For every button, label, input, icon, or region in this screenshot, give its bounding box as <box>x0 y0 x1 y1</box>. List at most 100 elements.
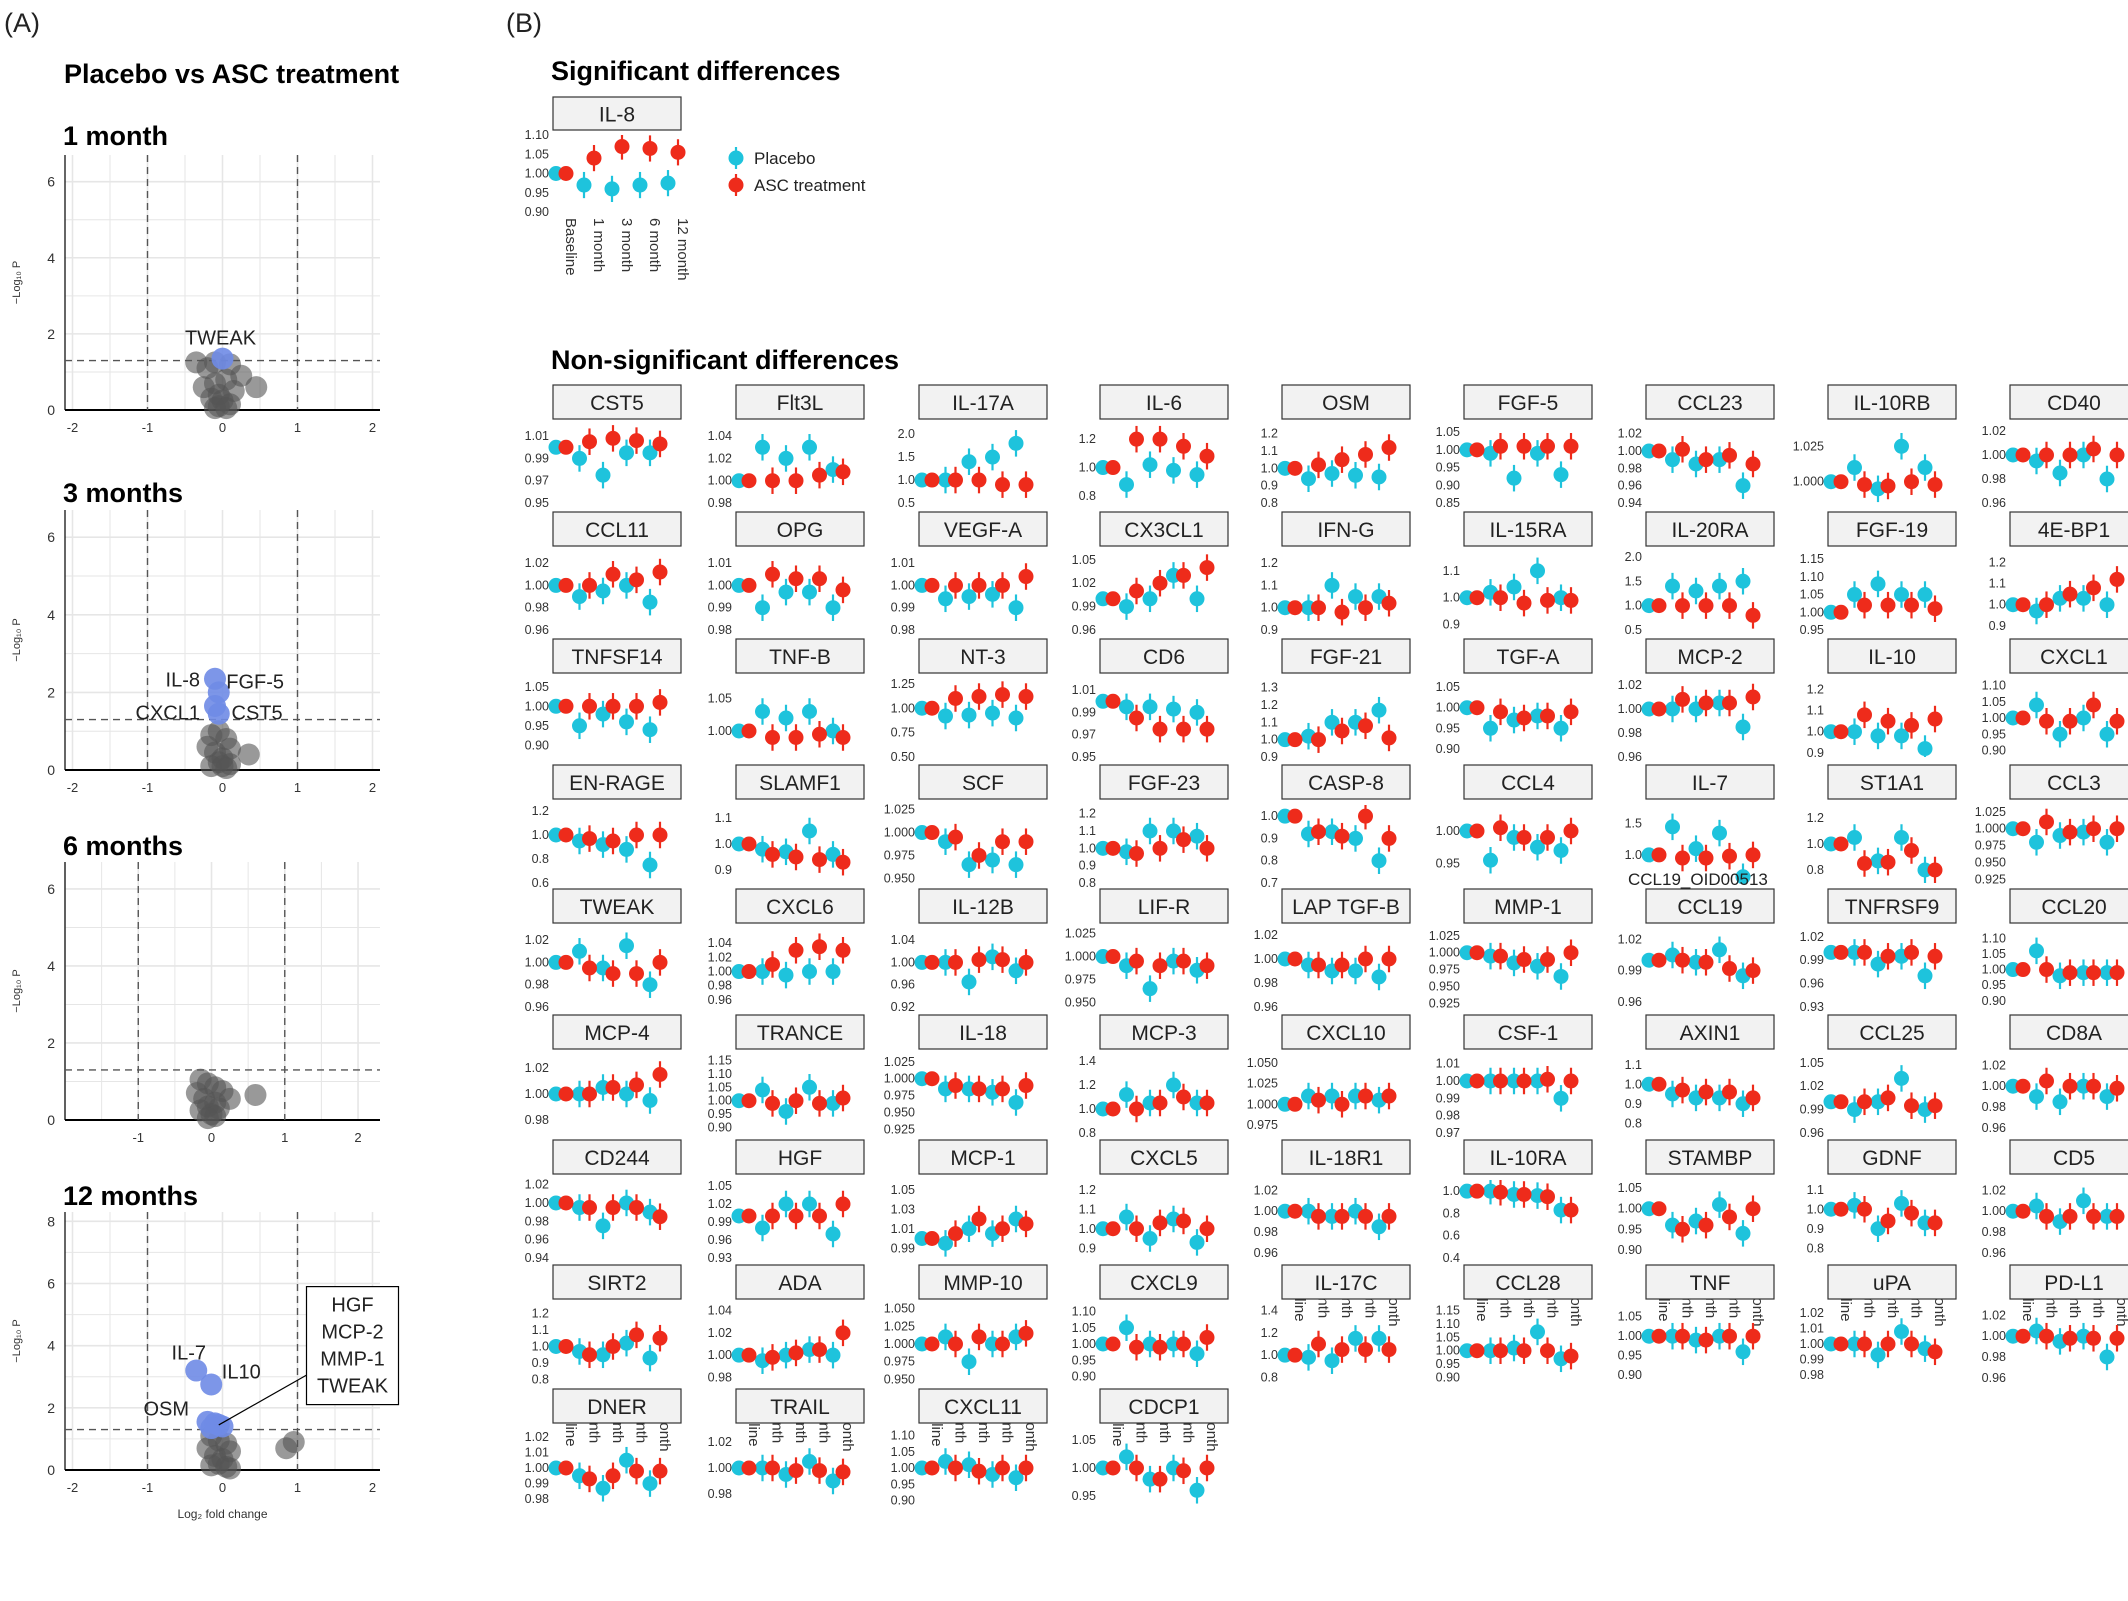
strip-box <box>1463 888 1593 924</box>
y-tick-label: 0.9 <box>1261 479 1278 493</box>
y-tick-label: 1.00 <box>708 1348 732 1362</box>
strip-label: VEGF-A <box>944 519 1022 542</box>
asc-point <box>1904 717 1919 733</box>
asc-point <box>741 577 757 593</box>
placebo-point <box>1166 823 1181 839</box>
asc-point <box>1176 953 1191 969</box>
y-tick-label: 1.0 <box>1807 1202 1824 1216</box>
y-tick-label: 0.95 <box>891 1477 915 1491</box>
asc-point <box>1381 595 1397 611</box>
strip-label: 4E-BP1 <box>2038 519 2110 542</box>
asc-point <box>924 1336 940 1352</box>
placebo-point <box>1506 579 1522 595</box>
asc-point <box>1199 840 1215 856</box>
y-tick-label: 1.000 <box>1429 946 1460 960</box>
placebo-point <box>1530 1324 1545 1340</box>
y-tick-label: 1.05 <box>525 147 549 161</box>
y-tick-label: 1.05 <box>1072 553 1096 567</box>
asc-point <box>1176 1213 1191 1229</box>
y-tick-label: 0.98 <box>708 623 732 637</box>
placebo-point <box>572 589 587 605</box>
asc-point <box>995 687 1010 703</box>
y-tick-label: 0.96 <box>1254 1246 1278 1260</box>
strip-box <box>735 1014 865 1050</box>
y-tick-label: 0.90 <box>1618 1243 1642 1257</box>
asc-point <box>2109 821 2125 837</box>
y-tick-label: 1.02 <box>1618 678 1642 692</box>
asc-point <box>924 825 940 841</box>
asc-point <box>2015 962 2031 978</box>
asc-point <box>605 698 621 714</box>
y-tick-label: 0.9 <box>1261 750 1278 764</box>
y-tick-label: 0.8 <box>1261 496 1278 510</box>
y-tick-label: 0.6 <box>1443 1229 1460 1243</box>
asc-point <box>1469 590 1485 606</box>
y-tick-label: 0.98 <box>1254 1225 1278 1239</box>
strip-box <box>735 638 865 674</box>
placebo-point <box>778 710 794 726</box>
y-tick-label: 1.15 <box>1800 552 1824 566</box>
asc-point <box>1880 478 1896 494</box>
asc-point <box>924 577 940 593</box>
asc-point <box>835 942 851 958</box>
protein-plot-MCP-2: MCP-2 1.02 1.00 0.98 0.96 <box>1618 638 1775 764</box>
asc-point <box>582 1471 597 1487</box>
strip-label: MCP-4 <box>584 1022 650 1045</box>
protein-plot-TRANCE: TRANCE 1.151.101.051.000.950.90 <box>708 1014 865 1135</box>
placebo-point <box>2099 597 2115 613</box>
strip-box <box>552 888 682 924</box>
strip-box <box>918 888 1048 924</box>
y-tick-label: 1.05 <box>1436 425 1460 439</box>
asc-point <box>971 577 987 593</box>
asc-point <box>788 1463 804 1479</box>
y-tick-label: 0 <box>47 762 55 778</box>
asc-point <box>2015 1203 2031 1219</box>
y-tick-label: 4 <box>47 250 55 266</box>
y-tick-label: 0.95 <box>1436 1357 1460 1371</box>
y-tick-label: 0.96 <box>1800 1126 1824 1140</box>
y-tick-label: 6 <box>47 174 55 190</box>
strip-label: CCL25 <box>1859 1022 1924 1045</box>
protein-plot-Flt3L: Flt3L 1.04 1.02 1.00 0.98 <box>708 384 865 510</box>
y-tick-label: 1.025 <box>1793 439 1824 453</box>
strip-label: SIRT2 <box>587 1272 646 1295</box>
asc-point <box>1880 597 1896 613</box>
strip-box <box>1463 764 1593 800</box>
asc-point <box>1334 957 1350 973</box>
placebo-point <box>595 1347 611 1363</box>
asc-point <box>835 854 851 870</box>
protein-plot-CASP-8: CASP-8 1.0 0.9 0.8 0.7 <box>1261 764 1411 890</box>
strip-box <box>1099 511 1229 547</box>
asc-point <box>1381 440 1397 456</box>
strip-box <box>1099 638 1229 674</box>
y-tick-label: 0.96 <box>1618 479 1642 493</box>
x-tick-label: 2 <box>369 1480 376 1495</box>
protein-plot-IL-17C: IL-17C 1.4 1.2 1.0 0.8 <box>1261 1264 1411 1384</box>
strip-box <box>735 1139 865 1175</box>
strip-box <box>918 1388 1048 1424</box>
asc-point <box>582 434 597 450</box>
protein-plot-LAP TGF-B: LAP TGF-B 1.02 1.00 0.98 0.96 <box>1254 888 1411 1014</box>
placebo-point <box>1166 701 1181 717</box>
y-tick-label: 1.10 <box>1436 1317 1460 1331</box>
placebo-point <box>1894 438 1909 454</box>
y-tick-label: 1.025 <box>1247 1077 1278 1091</box>
asc-point <box>1904 1205 1919 1221</box>
y-tick-label: 0.9 <box>1443 618 1460 632</box>
asc-point <box>1199 1221 1215 1237</box>
strip-label: IFN-G <box>1317 519 1374 542</box>
asc-point <box>652 436 668 452</box>
asc-point <box>1469 823 1485 839</box>
strip-label: CD244 <box>584 1147 650 1170</box>
placebo-point <box>961 1221 977 1237</box>
x-tick-label: 1 <box>294 780 301 795</box>
asc-point <box>741 1208 757 1224</box>
y-tick-label: 1.02 <box>1982 1183 2006 1197</box>
asc-point <box>1381 730 1397 746</box>
nonsignificant-point <box>237 743 260 766</box>
y-tick-label: 1.2 <box>1079 432 1096 446</box>
asc-point <box>1904 944 1919 960</box>
y-tick-label: 1.05 <box>1618 1310 1642 1324</box>
placebo-point <box>755 439 770 455</box>
